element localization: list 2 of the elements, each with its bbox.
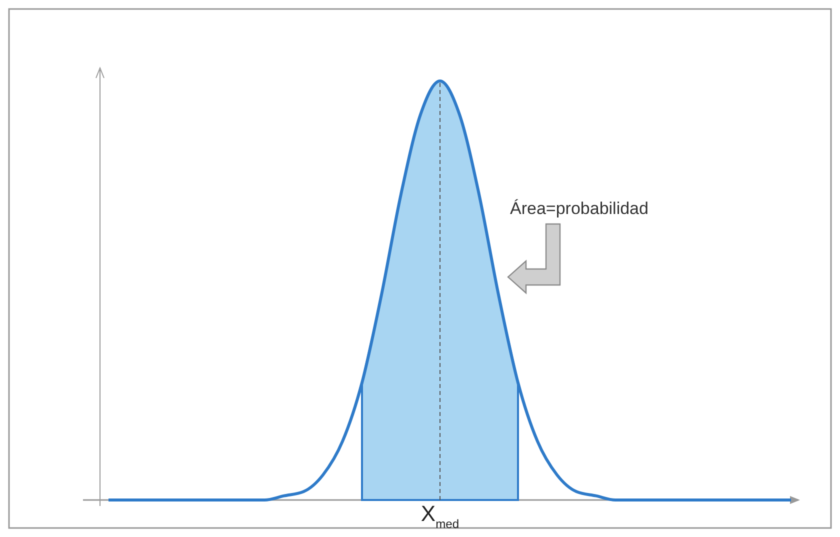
annotation: Área=probabilidad [510,199,648,218]
text: X$_{med}$ [420,501,460,531]
